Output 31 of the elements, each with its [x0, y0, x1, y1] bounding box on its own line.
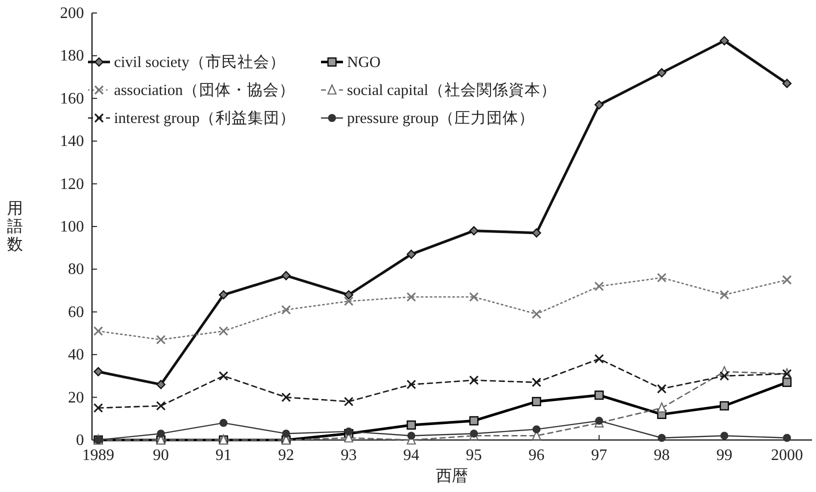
- legend-label: pressure group（圧力団体）: [347, 109, 535, 127]
- legend-label: NGO: [347, 54, 381, 71]
- x-tick-label: 93: [340, 447, 357, 464]
- x-tick-label: 1989: [82, 447, 114, 464]
- y-tick-label: 20: [68, 389, 84, 406]
- x-tick-label: 91: [215, 447, 232, 464]
- y-tick-label: 140: [60, 133, 84, 150]
- x-tick-label: 92: [278, 447, 294, 464]
- legend-label: social capital（社会関係資本）: [347, 81, 556, 99]
- x-tick-label: 2000: [770, 447, 803, 464]
- legend-label: association（団体・協会）: [114, 81, 295, 99]
- y-tick-label: 200: [60, 5, 84, 22]
- y-tick-label: 100: [60, 218, 84, 236]
- x-tick-label: 94: [403, 447, 420, 464]
- y-axis-title: 用語数: [7, 200, 23, 254]
- x-tick-label: 95: [466, 447, 482, 464]
- x-tick-label: 99: [716, 447, 732, 464]
- x-axis-title: 西暦: [436, 468, 468, 485]
- y-tick-label: 160: [60, 90, 84, 108]
- y-tick-label: 120: [60, 176, 84, 193]
- y-tick-label: 0: [76, 432, 84, 449]
- x-tick-label: 97: [591, 447, 608, 464]
- x-tick-label: 98: [654, 447, 670, 464]
- y-tick-label: 80: [68, 261, 84, 278]
- y-tick-label: 180: [60, 48, 84, 65]
- legend-label: interest group（利益集団）: [114, 109, 296, 127]
- y-tick-label: 40: [68, 346, 84, 364]
- x-tick-label: 96: [528, 447, 545, 464]
- y-tick-label: 60: [68, 304, 84, 321]
- x-tick-label: 90: [152, 447, 169, 464]
- legend-label: civil society（市民社会）: [114, 53, 286, 71]
